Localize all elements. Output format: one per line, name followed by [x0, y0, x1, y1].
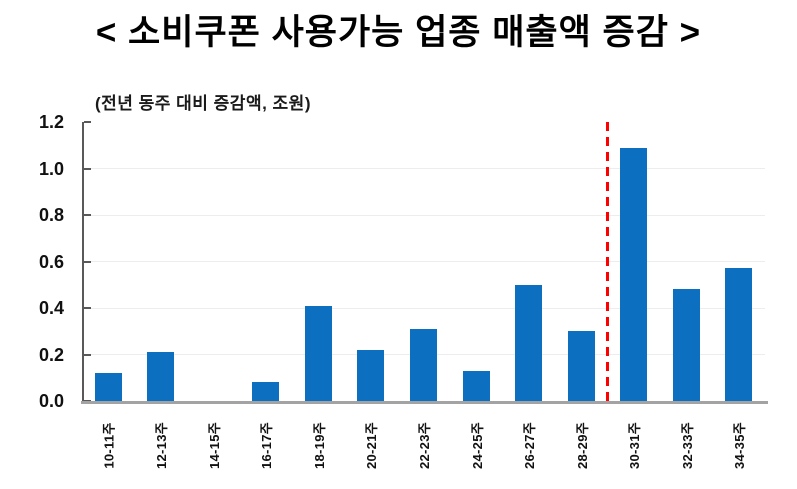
- divider-dashed-line: [605, 122, 609, 401]
- y-axis-label: 1.2: [38, 112, 64, 132]
- y-axis-tick: [84, 214, 91, 216]
- bar-34-35주: [725, 268, 753, 401]
- bar-18-19주: [304, 305, 332, 401]
- x-axis-label-text: 24-25주: [469, 421, 485, 469]
- bar-32-33주: [672, 289, 700, 401]
- x-axis-label-text: 22-23주: [416, 421, 432, 469]
- bar-10-11주: [94, 373, 122, 401]
- y-axis-label: 1.0: [38, 158, 64, 179]
- y-axis-tick: [84, 260, 91, 263]
- y-axis-label: 0.8: [38, 205, 64, 225]
- y-gridline: [82, 307, 765, 309]
- x-axis-label-text: 26-27주: [522, 421, 538, 469]
- y-gridline: [82, 261, 765, 262]
- x-axis-label-text: 18-19주: [311, 421, 327, 469]
- x-axis-label-text: 30-31주: [627, 421, 643, 469]
- x-axis-label-text: 10-11주: [101, 421, 117, 469]
- bar-28-29주: [567, 331, 595, 401]
- x-axis-label-text: 14-15주: [206, 421, 222, 469]
- bar-20-21주: [357, 349, 385, 401]
- bar-26-27주: [515, 284, 543, 401]
- x-axis-label: 34-35주: [702, 408, 776, 482]
- x-axis-label-text: 34-35주: [732, 421, 748, 469]
- bar-22-23주: [410, 328, 437, 401]
- x-axis-label-text: 12-13주: [154, 421, 170, 469]
- y-gridline: [82, 214, 765, 216]
- y-axis-label: 0.0: [38, 391, 64, 411]
- y-axis-label: 0.2: [38, 344, 64, 365]
- chart-title: < 소비쿠폰 사용가능 업종 매출액 증감 >: [95, 13, 702, 52]
- x-axis-label-text: 16-17주: [259, 421, 275, 469]
- y-axis-tick: [84, 121, 91, 123]
- y-axis-label: 0.4: [38, 298, 64, 318]
- y-axis-tick: [84, 167, 91, 170]
- y-axis-tick: [84, 353, 91, 356]
- bar-24-25주: [462, 370, 490, 401]
- x-axis-label-text: 32-33주: [679, 421, 695, 469]
- chart-subtitle: (전년 동주 대비 증감액, 조원): [95, 94, 311, 113]
- y-axis-label: 0.6: [38, 251, 64, 272]
- x-axis-label-text: 28-29주: [574, 421, 590, 469]
- bar-16-17주: [252, 382, 280, 401]
- y-axis-line: [82, 122, 84, 403]
- y-axis-tick: [84, 307, 91, 309]
- y-gridline: [82, 168, 765, 169]
- x-axis-label-text: 20-21주: [364, 421, 380, 469]
- bar-12-13주: [147, 352, 175, 401]
- bar-30-31주: [620, 147, 648, 401]
- x-axis-line: [81, 401, 768, 404]
